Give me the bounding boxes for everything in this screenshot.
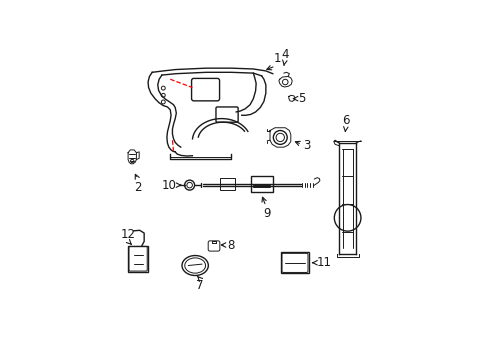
Text: 7: 7 bbox=[195, 279, 203, 292]
Text: 3: 3 bbox=[303, 139, 310, 152]
Text: 12: 12 bbox=[121, 228, 135, 242]
Text: 10: 10 bbox=[162, 179, 177, 192]
Text: 4: 4 bbox=[281, 48, 288, 61]
Text: 11: 11 bbox=[317, 256, 331, 269]
Text: 8: 8 bbox=[227, 239, 234, 252]
Text: 5: 5 bbox=[298, 92, 305, 105]
Text: 2: 2 bbox=[134, 181, 141, 194]
Text: 1: 1 bbox=[273, 52, 280, 65]
Text: 9: 9 bbox=[263, 207, 270, 220]
Text: 6: 6 bbox=[342, 114, 349, 127]
